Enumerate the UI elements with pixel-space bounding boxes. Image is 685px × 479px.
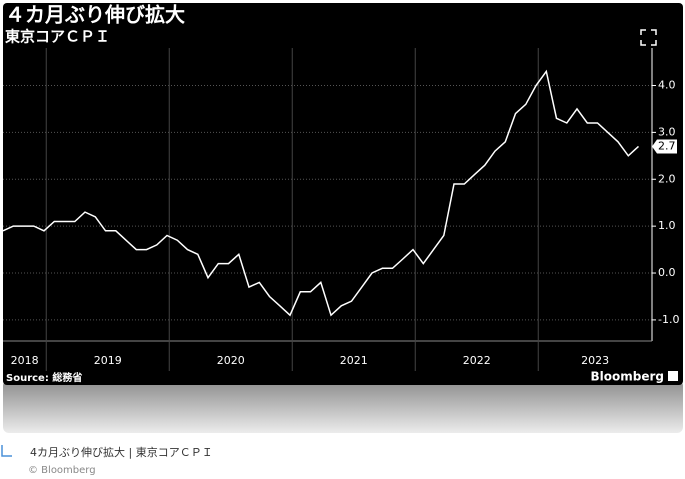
shadow-panel bbox=[3, 380, 683, 433]
last-value-label: 2.7 bbox=[658, 139, 676, 152]
source: Source: 総務省 bbox=[6, 371, 82, 384]
y-tick-label: 1.0 bbox=[658, 219, 676, 232]
caption-icon bbox=[1, 445, 12, 457]
y-tick-label: 4.0 bbox=[658, 79, 676, 92]
x-tick-label: 2023 bbox=[581, 354, 609, 367]
brand-icon bbox=[668, 371, 678, 381]
y-tick-label: 3.0 bbox=[658, 125, 676, 138]
y-tick-label: -1.0 bbox=[658, 313, 679, 326]
brand: Bloomberg bbox=[591, 370, 665, 384]
y-tick-label: 0.0 bbox=[658, 266, 676, 279]
credit: © Bloomberg bbox=[28, 465, 96, 476]
x-tick-label: 2019 bbox=[94, 354, 122, 367]
chart-title: ４カ月ぶり伸び拡大 bbox=[5, 3, 185, 27]
x-tick-label: 2022 bbox=[463, 354, 491, 367]
expand-icon[interactable] bbox=[640, 29, 657, 46]
chart-panel bbox=[3, 3, 683, 385]
x-tick-label: 2020 bbox=[217, 354, 245, 367]
y-tick-label: 2.0 bbox=[658, 172, 676, 185]
x-tick-label: 2018 bbox=[11, 354, 39, 367]
cpi-line bbox=[2, 69, 640, 317]
caption: 4カ月ぶり伸び拡大 | 東京コアＣＰＩ bbox=[30, 445, 213, 459]
chart-subtitle: 東京コアＣＰＩ bbox=[5, 28, 110, 46]
last-value-box bbox=[652, 139, 677, 154]
x-tick-label: 2021 bbox=[340, 354, 368, 367]
